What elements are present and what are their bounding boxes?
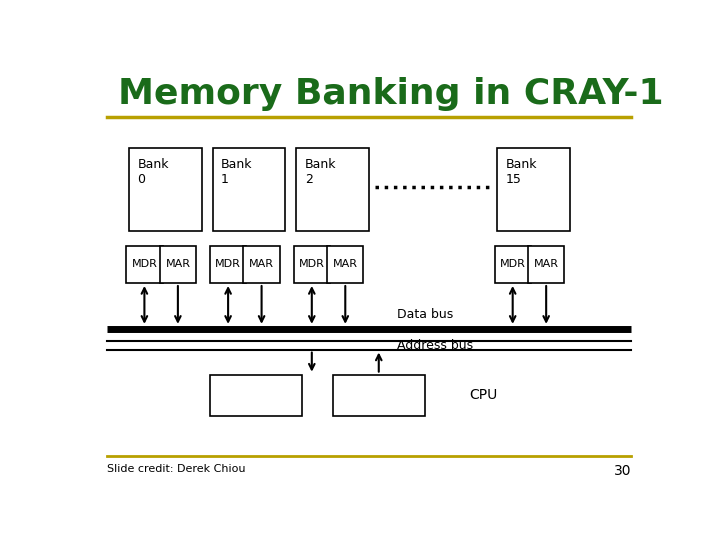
Bar [210, 246, 246, 283]
Bar [294, 246, 330, 283]
Bar [160, 246, 196, 283]
Bar [528, 246, 564, 283]
Bar [126, 246, 163, 283]
Text: Bank
15: Bank 15 [505, 158, 537, 186]
Text: MDR: MDR [500, 259, 526, 269]
Text: MDR: MDR [132, 259, 158, 269]
Text: Memory Banking in CRAY-1: Memory Banking in CRAY-1 [118, 77, 664, 111]
Text: Bank
0: Bank 0 [138, 158, 169, 186]
Bar [129, 148, 202, 231]
Text: CPU: CPU [469, 388, 498, 402]
Bar [327, 246, 364, 283]
Bar [243, 246, 280, 283]
Text: Bank
2: Bank 2 [305, 158, 336, 186]
Text: Slide credit: Derek Chiou: Slide credit: Derek Chiou [107, 464, 246, 474]
Text: MAR: MAR [166, 259, 190, 269]
Text: MAR: MAR [333, 259, 358, 269]
Text: 30: 30 [613, 464, 631, 478]
Text: Data bus: Data bus [397, 307, 453, 321]
Bar [498, 148, 570, 231]
Text: MAR: MAR [534, 259, 559, 269]
Bar [297, 148, 369, 231]
Text: Bank
1: Bank 1 [221, 158, 253, 186]
Text: MAR: MAR [249, 259, 274, 269]
Bar [213, 148, 285, 231]
Text: MDR: MDR [299, 259, 325, 269]
Text: Address bus: Address bus [397, 339, 473, 352]
Bar [495, 246, 531, 283]
Text: MDR: MDR [215, 259, 241, 269]
Bar [210, 375, 302, 416]
Bar [333, 375, 425, 416]
